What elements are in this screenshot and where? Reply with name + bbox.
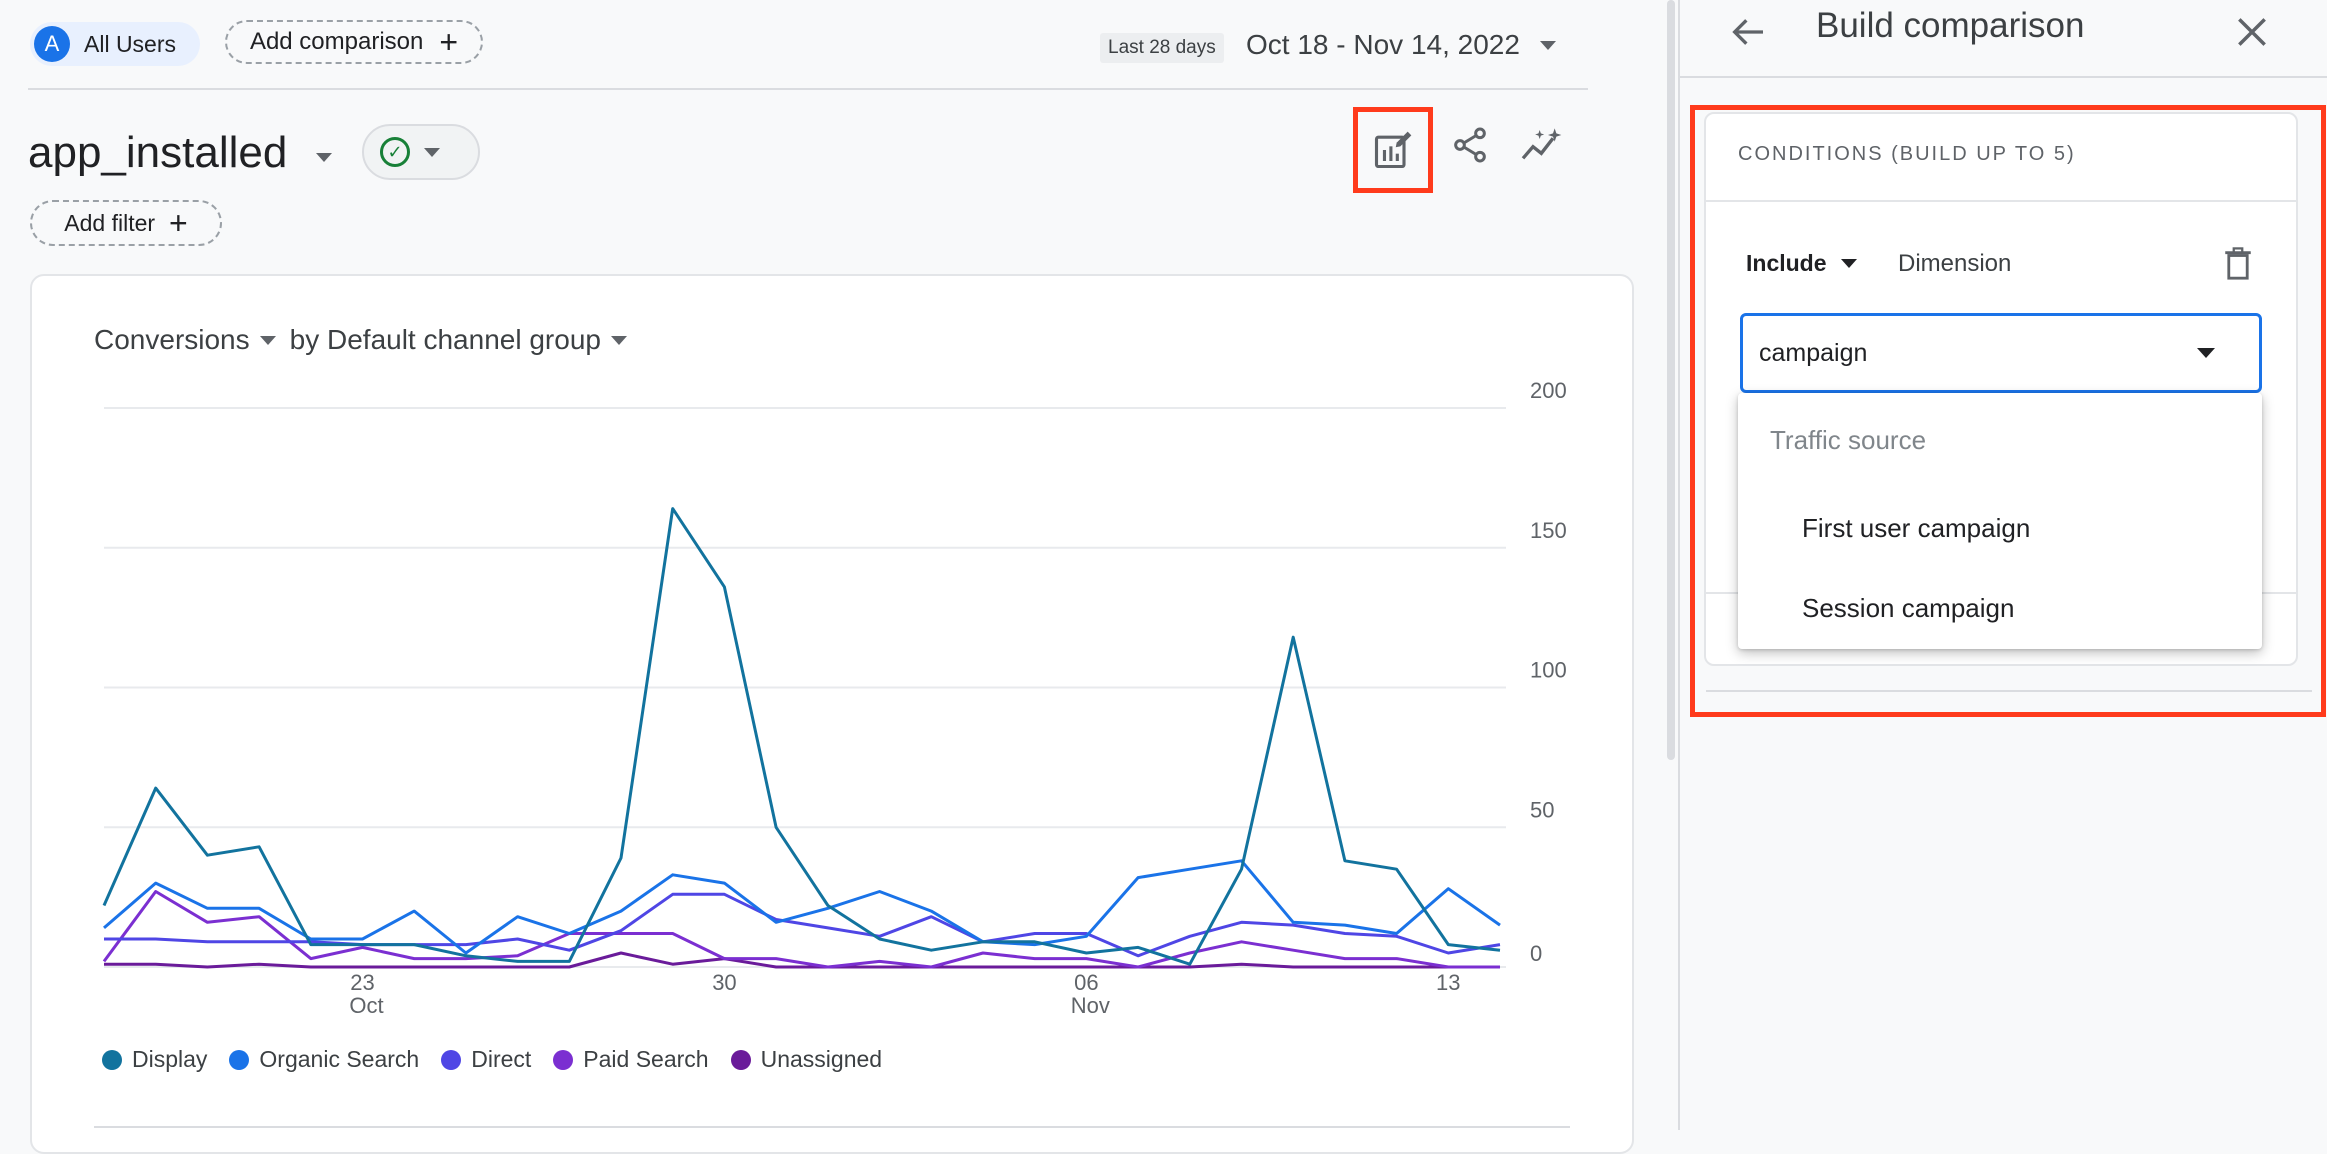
chevron-down-icon <box>424 147 440 157</box>
insights-button[interactable] <box>1515 120 1571 170</box>
metric-label: Conversions <box>94 324 250 355</box>
check-circle-icon: ✓ <box>380 137 410 167</box>
edit-report-icon <box>1374 131 1412 169</box>
close-button[interactable] <box>2226 6 2278 58</box>
x-tick-label: 23 <box>350 970 374 995</box>
conditions-divider <box>1706 200 2296 202</box>
back-button[interactable] <box>1722 6 1774 58</box>
legend-swatch <box>553 1049 574 1070</box>
x-tick-label: 06 <box>1074 970 1098 995</box>
trash-icon <box>2225 247 2251 280</box>
panel-title: Build comparison <box>1816 6 2085 45</box>
scrollbar-thumb[interactable] <box>1667 0 1675 760</box>
legend-swatch <box>229 1049 250 1070</box>
panel-section-divider <box>1706 690 2312 692</box>
status-selector[interactable]: ✓ <box>362 124 480 180</box>
series-line-unassigned[interactable] <box>104 951 1500 969</box>
share-icon <box>1454 127 1486 163</box>
conditions-heading: CONDITIONS (BUILD UP TO 5) <box>1738 143 2076 165</box>
series-line-direct[interactable] <box>104 892 1501 958</box>
edit-report-button[interactable] <box>1353 107 1433 193</box>
title-dropdown-icon[interactable] <box>316 153 332 162</box>
segment-avatar: A <box>34 26 70 62</box>
delete-condition-button[interactable] <box>2218 242 2258 286</box>
segment-chip-all-users[interactable]: A All Users <box>30 22 200 66</box>
y-tick-label: 0 <box>1530 941 1542 966</box>
metric-selector[interactable]: Conversions <box>94 324 276 356</box>
series-line-display[interactable] <box>102 507 1501 966</box>
page-title: app_installed <box>28 128 288 177</box>
dropdown-option-first-user-campaign[interactable]: First user campaign <box>1802 513 2031 543</box>
series-line-organic-search[interactable] <box>103 859 1501 955</box>
close-icon <box>2238 18 2266 46</box>
include-selector[interactable]: Include <box>1746 250 1857 277</box>
dimension-selector[interactable]: by Default channel group <box>290 324 627 356</box>
legend-item-paid-search[interactable]: Paid Search <box>553 1046 709 1073</box>
include-label: Include <box>1746 250 1827 276</box>
date-range-label: Oct 18 - Nov 14, 2022 <box>1246 29 1520 60</box>
dimension-field-label: Dimension <box>1898 250 2012 277</box>
add-comparison-label: Add comparison <box>249 28 424 55</box>
segment-label: All Users <box>84 30 177 57</box>
legend-item-unassigned[interactable]: Unassigned <box>730 1046 883 1073</box>
dropdown-group-label: Traffic source <box>1770 425 1927 455</box>
legend-label: Direct <box>471 1046 532 1072</box>
x-tick-label: 13 <box>1436 970 1460 995</box>
dimension-dropdown-menu <box>1738 393 2262 649</box>
chevron-down-icon <box>259 335 276 345</box>
legend-label: Unassigned <box>760 1046 883 1072</box>
legend-swatch <box>441 1049 462 1070</box>
legend-swatch <box>102 1049 122 1070</box>
add-filter-label: Add filter <box>64 209 156 236</box>
add-filter-button[interactable]: Add filter + <box>30 200 222 246</box>
x-tick-label: 30 <box>712 970 736 995</box>
arrow-back-icon <box>1732 19 1763 45</box>
x-tick-sublabel: Oct <box>349 993 383 1018</box>
plus-icon: + <box>439 24 459 60</box>
chevron-down-icon <box>1840 259 1857 268</box>
date-preset-tag: Last 28 days <box>1100 33 1224 63</box>
header-divider <box>28 88 1588 90</box>
legend-label: Paid Search <box>583 1046 709 1072</box>
insights-icon <box>1521 128 1562 160</box>
dimension-search-input[interactable]: campaign <box>1740 313 2262 393</box>
x-tick-sublabel: Nov <box>1071 993 1110 1018</box>
conditions-highlight-box <box>1690 105 2326 717</box>
y-tick-label: 100 <box>1530 658 1567 683</box>
chart-legend: Display Organic Search Direct Paid Search Un… <box>102 1046 882 1073</box>
chart-card <box>30 274 1634 1154</box>
legend-item-direct[interactable]: Direct <box>441 1046 531 1073</box>
add-comparison-button[interactable]: Add comparison + <box>225 20 483 64</box>
y-tick-label: 150 <box>1530 518 1567 543</box>
plus-icon: + <box>169 205 188 241</box>
legend-label: Organic Search <box>259 1046 420 1072</box>
dimension-search-value: campaign <box>1759 338 1868 367</box>
chart-controls: Conversions by Default channel group <box>94 324 627 356</box>
chevron-down-icon <box>1539 40 1556 50</box>
dimension-label: by Default channel group <box>289 324 601 355</box>
legend-label: Display <box>132 1046 208 1072</box>
y-tick-label: 50 <box>1530 797 1554 822</box>
chevron-down-icon <box>610 335 627 345</box>
dropdown-option-session-campaign[interactable]: Session campaign <box>1802 593 2015 623</box>
legend-swatch <box>730 1049 751 1070</box>
y-tick-label: 200 <box>1530 378 1567 403</box>
panel-header-divider <box>1680 76 2327 78</box>
series-line-paid-search[interactable] <box>102 890 1500 969</box>
legend-item-display[interactable]: Display <box>102 1046 207 1073</box>
legend-item-organic-search[interactable]: Organic Search <box>229 1046 419 1073</box>
date-range-picker[interactable]: Oct 18 - Nov 14, 2022 <box>1246 29 1556 61</box>
card-divider <box>94 1126 1570 1128</box>
dropdown-arrow-icon[interactable] <box>2197 348 2215 358</box>
share-button[interactable] <box>1448 120 1492 170</box>
